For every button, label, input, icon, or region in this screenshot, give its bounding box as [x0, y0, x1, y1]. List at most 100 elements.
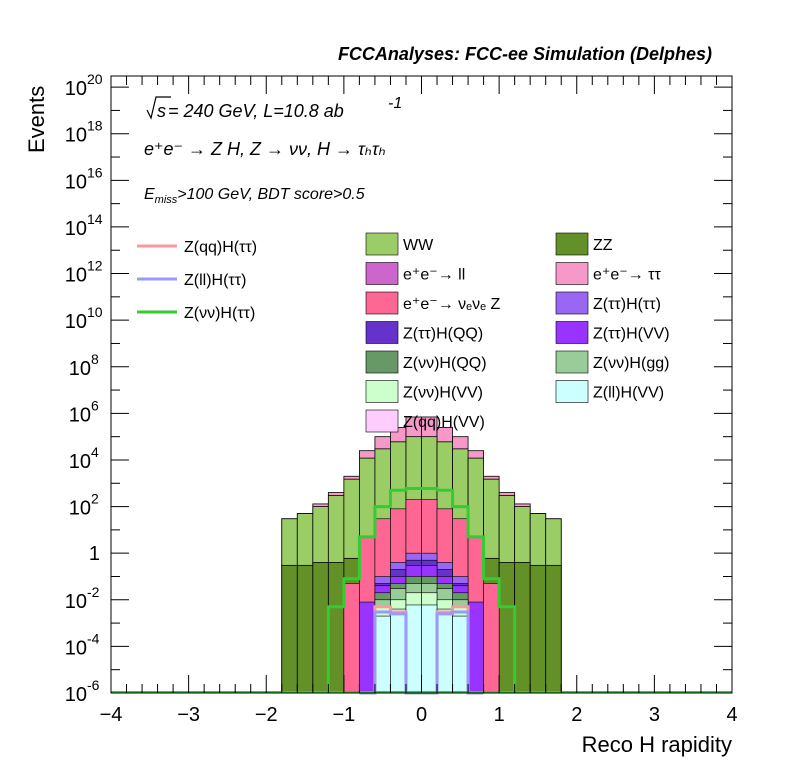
- bar-zz-3: [312, 562, 329, 694]
- signal-line-2: [326, 486, 517, 693]
- y-tick-exponent: 2: [91, 491, 99, 507]
- bar-zz-16: [514, 562, 531, 694]
- legend-label: ZZ: [593, 237, 613, 254]
- y-tick-exponent: 14: [87, 211, 103, 227]
- bar-series10-9: [405, 604, 422, 694]
- bar-series6-13: [467, 601, 484, 694]
- legend-label: Z(νν)H(QQ): [403, 355, 487, 372]
- y-tick-label: 10: [65, 637, 87, 659]
- bar-series6-6: [359, 601, 376, 694]
- annotation-process: e⁺e⁻ → Z H, Z → νν, H → τₕτₕ: [144, 139, 386, 159]
- y-tick-exponent: -2: [87, 584, 100, 600]
- legend-label: e⁺e⁻→ ττ: [593, 267, 661, 284]
- annotation-energy-lumi: = 240 GeV, L=10.8 ab: [168, 101, 344, 121]
- legend-label: Z(νν)H(gg): [593, 355, 669, 372]
- x-axis: −4 −3 −2 −1 0 1 2 3 4: [100, 76, 738, 726]
- annotation-cut-E: E: [144, 186, 155, 203]
- y-tick-label: 10: [65, 684, 87, 706]
- legend-label: Z(ττ)H(ττ): [593, 296, 661, 313]
- y-tick-exponent: 12: [87, 258, 103, 274]
- annotation-sqrt-s: s: [157, 101, 166, 121]
- y-tick-label: 10: [69, 404, 91, 426]
- bar-zz-2: [296, 564, 314, 694]
- y-tick-label: 10: [65, 218, 87, 240]
- legend: Z(qq)H(ττ) Z(ll)H(ττ) Z(νν)H(ττ) WW e⁺e⁻→ ll…: [137, 232, 670, 433]
- y-tick-label: 10: [65, 591, 87, 613]
- legend-line-label: Z(νν)H(ττ): [184, 305, 255, 322]
- x-tick-label: −3: [177, 704, 200, 726]
- x-tick-label: 3: [649, 704, 660, 726]
- annotation-cut: Emiss>100 GeV, BDT score>0.5: [144, 186, 365, 206]
- bar-zz-18: [545, 564, 562, 694]
- legend-label: Z(νν)H(VV): [403, 385, 483, 402]
- y-tick-exponent: 10: [87, 304, 103, 320]
- legend-label: WW: [403, 237, 434, 254]
- y-tick-exponent: -4: [87, 630, 100, 646]
- header-title: FCCAnalyses: FCC-ee Simulation (Delphes): [338, 44, 712, 64]
- bar-series10-7: [374, 615, 391, 694]
- y-tick-label: 10: [69, 451, 91, 473]
- x-tick-label: 4: [726, 704, 737, 726]
- legend-label: e⁺e⁻→ νₑνₑ Z: [403, 296, 500, 313]
- annotation-cut-rest: >100 GeV, BDT score>0.5: [177, 186, 364, 203]
- x-tick-label: 2: [571, 704, 582, 726]
- legend-swatch: [555, 232, 589, 256]
- legend-swatch: [365, 321, 399, 344]
- bar-zz-4: [327, 562, 345, 694]
- legend-line-label: Z(qq)H(ττ): [184, 239, 257, 256]
- bar-zz-17: [529, 564, 547, 694]
- y-tick-label: 10: [65, 265, 87, 287]
- sqrt-sign: [146, 96, 171, 120]
- legend-label: Z(ll)H(VV): [593, 385, 664, 402]
- x-tick-label: −2: [255, 704, 278, 726]
- legend-swatch: [555, 380, 589, 403]
- legend-line-label: Z(ll)H(ττ): [184, 272, 246, 289]
- legend-swatch: [555, 350, 589, 374]
- legend-label: e⁺e⁻→ ll: [403, 267, 465, 284]
- legend-swatch: [555, 262, 589, 285]
- bar-series3-5: [343, 583, 360, 694]
- y-tick-label: 10: [69, 358, 91, 380]
- legend-label: Z(ττ)H(QQ): [403, 326, 483, 343]
- legend-swatch: [365, 262, 399, 285]
- x-tick-label: 0: [416, 704, 427, 726]
- y-tick-label: 10: [65, 125, 87, 147]
- y-tick-label: 1: [89, 543, 100, 565]
- bar-zz-1: [281, 564, 298, 694]
- y-tick-label: 10: [69, 498, 91, 520]
- y-tick-exponent: 4: [91, 444, 99, 460]
- annotation-block: s = 240 GeV, L=10.8 ab -1 e⁺e⁻ → Z H, Z …: [144, 95, 402, 206]
- x-tick-label: 1: [494, 704, 505, 726]
- legend-label: Z(qq)H(VV): [403, 414, 485, 431]
- y-tick-label: 10: [65, 311, 87, 333]
- y-axis-title: Events: [24, 86, 49, 153]
- y-tick-exponent: 8: [91, 351, 99, 367]
- y-tick-exponent: 20: [87, 71, 103, 87]
- legend-swatch: [365, 380, 399, 403]
- y-tick-label: 10: [65, 171, 87, 193]
- bar-series10-8: [390, 608, 407, 694]
- bar-zz-15: [498, 562, 516, 694]
- x-axis-title: Reco H rapidity: [582, 732, 732, 757]
- legend-swatch: [365, 409, 399, 433]
- stacked-bars: [281, 416, 562, 694]
- x-tick-label: −4: [100, 704, 123, 726]
- legend-swatch: [365, 350, 399, 374]
- bar-series10-10: [421, 604, 438, 694]
- legend-swatch: [555, 321, 589, 344]
- y-tick-exponent: -6: [87, 677, 100, 693]
- legend-swatch: [555, 291, 589, 315]
- x-tick-label: −1: [332, 704, 355, 726]
- annotation-cut-sub: miss: [155, 194, 178, 206]
- legend-swatch: [365, 232, 399, 256]
- y-tick-exponent: 6: [91, 397, 99, 413]
- legend-label: Z(ττ)H(VV): [593, 326, 670, 343]
- bar-series3-14: [483, 583, 500, 694]
- bar-series10-11: [436, 608, 453, 694]
- legend-swatch: [365, 291, 399, 315]
- y-tick-exponent: 16: [87, 164, 103, 180]
- y-tick-exponent: 18: [87, 118, 103, 134]
- y-tick-label: 10: [65, 78, 87, 100]
